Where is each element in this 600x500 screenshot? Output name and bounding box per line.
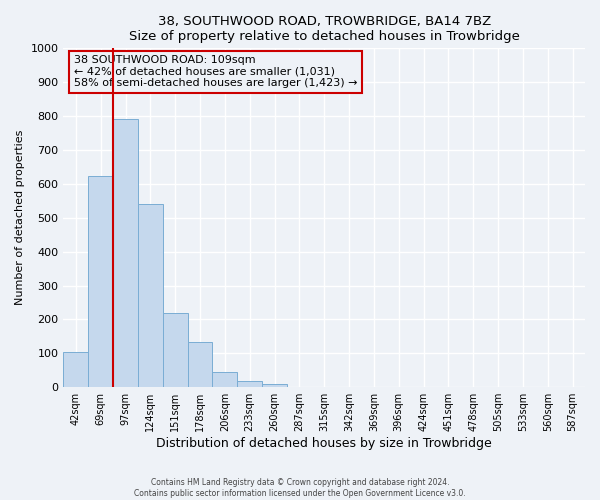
- Text: 38 SOUTHWOOD ROAD: 109sqm
← 42% of detached houses are smaller (1,031)
58% of se: 38 SOUTHWOOD ROAD: 109sqm ← 42% of detac…: [74, 55, 358, 88]
- Bar: [64, 352, 88, 387]
- Bar: [138, 204, 163, 387]
- Bar: [212, 372, 237, 387]
- Title: 38, SOUTHWOOD ROAD, TROWBRIDGE, BA14 7BZ
Size of property relative to detached h: 38, SOUTHWOOD ROAD, TROWBRIDGE, BA14 7BZ…: [129, 15, 520, 43]
- X-axis label: Distribution of detached houses by size in Trowbridge: Distribution of detached houses by size …: [157, 437, 492, 450]
- Bar: [88, 176, 113, 387]
- Text: Contains HM Land Registry data © Crown copyright and database right 2024.
Contai: Contains HM Land Registry data © Crown c…: [134, 478, 466, 498]
- Bar: [188, 342, 212, 387]
- Bar: [262, 384, 287, 387]
- Bar: [237, 381, 262, 387]
- Y-axis label: Number of detached properties: Number of detached properties: [15, 130, 25, 306]
- Bar: [113, 120, 138, 387]
- Bar: [163, 312, 188, 387]
